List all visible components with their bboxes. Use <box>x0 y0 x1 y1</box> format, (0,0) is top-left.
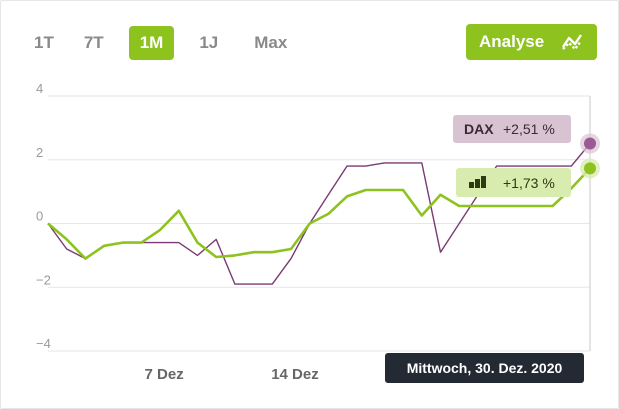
tab-7t[interactable]: 7T <box>83 33 104 52</box>
x-tick-label: 7 Dez <box>145 366 184 383</box>
tab-max[interactable]: Max <box>254 33 288 52</box>
tab-1m[interactable]: 1M <box>128 26 175 60</box>
fund-end-value: +1,73 % <box>503 175 555 191</box>
fund-icon-bar <box>475 179 480 188</box>
fund-end-label-box <box>456 168 571 197</box>
tab-1t[interactable]: 1T <box>34 33 54 52</box>
dax-end-label-box <box>453 115 571 143</box>
range-tabs: 1T 7T 1M 1J Max <box>22 26 312 60</box>
tooltip-date-text: Mittwoch, 30. Dez. 2020 <box>406 360 563 376</box>
tab-1j[interactable]: 1J <box>199 33 219 52</box>
fund-end-point <box>584 162 596 175</box>
analyse-button-label: Analyse <box>479 32 545 51</box>
y-tick-label: 2 <box>36 145 43 160</box>
date-tooltip: Mittwoch, 30. Dez. 2020 <box>385 353 584 383</box>
y-tick-label: 0 <box>36 209 43 224</box>
dax-series-line <box>47 143 591 285</box>
y-tick-label: 4 <box>36 81 43 96</box>
y-tick-label: −4 <box>36 336 51 351</box>
fund-icon-bar <box>481 176 486 188</box>
dax-end-value: +2,51 % <box>503 121 555 137</box>
dax-series-name: DAX <box>464 121 494 137</box>
x-tick-label: 14 Dez <box>271 366 319 383</box>
fund-series-line <box>47 167 591 260</box>
dax-end-point <box>584 137 596 150</box>
y-tick-label: −2 <box>36 272 51 287</box>
analyse-chart-icon <box>562 34 582 51</box>
bar-chart-icon <box>469 182 474 188</box>
analyse-button[interactable]: Analyse <box>466 24 597 60</box>
